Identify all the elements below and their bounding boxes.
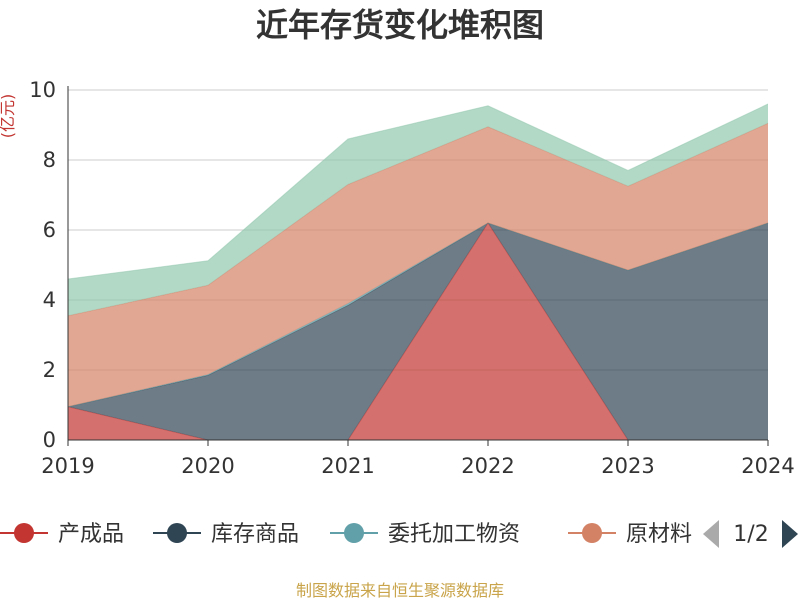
legend-label: 库存商品: [211, 522, 299, 547]
legend-label: 产成品: [58, 522, 124, 547]
x-tick-label: 2022: [461, 454, 514, 478]
y-axis-label: (亿元): [0, 94, 17, 139]
legend-item[interactable]: 原材料: [568, 522, 692, 547]
legend-label: 原材料: [626, 522, 692, 547]
x-tick-label: 2024: [741, 454, 794, 478]
series-line: [67, 103, 769, 280]
x-tick-label: 2021: [321, 454, 374, 478]
axes: [67, 86, 769, 446]
area-series: [68, 123, 768, 407]
y-tick-label: 8: [43, 148, 56, 172]
x-tick-label: 2023: [601, 454, 654, 478]
source-note: 制图数据来自恒生聚源数据库: [296, 581, 504, 600]
area-series: [68, 223, 768, 440]
tick-labels: 0 2 4 6 8 10 2019 2020 2021 2022 2023 2024: [29, 78, 794, 478]
x-tick-label: 2020: [181, 454, 234, 478]
y-tick-label: 4: [43, 288, 56, 312]
y-tick-label: 6: [43, 218, 56, 242]
legend-item[interactable]: 委托加工物资: [330, 522, 520, 547]
legend-item[interactable]: 产成品: [0, 522, 124, 547]
chart-title: 近年存货变化堆积图: [256, 6, 544, 44]
legend-marker: [582, 523, 602, 543]
y-tick-label: 10: [29, 78, 56, 102]
legend-next-page-icon[interactable]: [782, 520, 798, 548]
legend-label: 委托加工物资: [388, 522, 520, 547]
x-tick-label: 2019: [41, 454, 94, 478]
legend-marker: [167, 523, 187, 543]
stacked-areas: [67, 103, 769, 441]
y-tick-label: 2: [43, 358, 56, 382]
legend-item[interactable]: 库存商品: [153, 522, 299, 547]
legend-marker: [14, 523, 34, 543]
legend[interactable]: 产成品 库存商品 委托加工物资 原材料 1/2: [0, 520, 798, 548]
legend-prev-page-icon[interactable]: [703, 520, 719, 548]
y-tick-label: 0: [43, 428, 56, 452]
legend-marker: [344, 523, 364, 543]
area-series: [68, 104, 768, 316]
legend-page-indicator: 1/2: [733, 522, 768, 547]
